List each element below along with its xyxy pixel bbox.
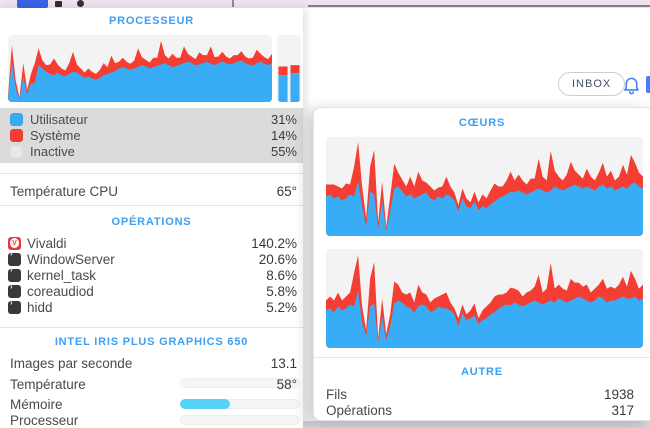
process-cpu: 5.2% — [266, 300, 297, 316]
legend-row-user[interactable]: Utilisateur 31% — [0, 112, 303, 127]
operations-title: OPÉRATIONS — [111, 216, 192, 228]
gpu-fps-row[interactable]: Images par seconde 13.1 — [0, 353, 303, 373]
window-top-border — [308, 5, 650, 7]
exec-terminal-icon — [8, 299, 21, 315]
gpu-temperature-bar — [180, 378, 300, 388]
user-color-swatch — [10, 113, 23, 126]
cores-panel-title: CŒURS — [458, 117, 506, 129]
gpu-processor-label: Processeur — [10, 412, 79, 428]
idle-color-swatch — [10, 145, 23, 158]
threads-label: Fils — [326, 386, 347, 402]
cores-panel: CŒURS AUTRE Fils 1938 Opérations 317 — [313, 107, 650, 421]
other-title: AUTRE — [461, 366, 503, 378]
legend-label: Système — [30, 128, 81, 143]
legend-label: Inactive — [30, 144, 75, 159]
core2-history-graph — [326, 249, 643, 348]
legend-label: Utilisateur — [30, 112, 88, 127]
gpu-title: INTEL IRIS PLUS GRAPHICS 650 — [54, 336, 249, 348]
core1-history-graph — [326, 137, 643, 236]
threads-row[interactable]: Fils 1938 — [314, 386, 650, 402]
cpu-history-graph[interactable] — [8, 35, 272, 102]
other-stats: Fils 1938 Opérations 317 — [314, 386, 650, 418]
webpage-footer-strip — [303, 421, 650, 428]
divider — [314, 357, 650, 358]
cpu-core-bars-graph[interactable] — [277, 35, 301, 102]
cut-off-icon — [646, 76, 650, 93]
threads-value: 1938 — [603, 386, 634, 402]
process-name: kernel_task — [27, 267, 97, 283]
browser-tab-divider — [232, 0, 234, 7]
gpu-memory-label: Mémoire — [10, 396, 63, 412]
legend-row-system[interactable]: Système 14% — [0, 128, 303, 143]
process-row-windowserver[interactable]: WindowServer 20.6% — [0, 250, 303, 267]
browser-avatar-sliver — [77, 0, 84, 7]
operations-count-row[interactable]: Opérations 317 — [314, 402, 650, 418]
legend-value: 31% — [270, 112, 297, 127]
process-row-kernel-task[interactable]: kernel_task 8.6% — [0, 266, 303, 283]
process-list: Vivaldi 140.2% WindowServer 20.6% kernel… — [0, 235, 303, 316]
process-cpu: 140.2% — [251, 235, 297, 251]
background-browser-strip — [0, 0, 650, 8]
gpu-memory-row[interactable]: Mémoire — [0, 396, 303, 412]
legend-row-idle[interactable]: Inactive 55% — [0, 144, 303, 159]
operations-count-label: Opérations — [326, 402, 393, 418]
system-color-swatch — [10, 129, 23, 142]
process-row-hidd[interactable]: hidd 5.2% — [0, 299, 303, 316]
notification-bell-icon[interactable] — [621, 74, 642, 95]
process-row-coreaudiod[interactable]: coreaudiod 5.8% — [0, 283, 303, 300]
exec-terminal-icon — [8, 250, 21, 266]
process-name: Vivaldi — [27, 235, 67, 251]
inbox-button[interactable]: INBOX — [558, 72, 626, 96]
divider — [0, 173, 303, 174]
cpu-temperature-label: Température CPU — [10, 183, 119, 199]
process-cpu: 20.6% — [258, 251, 297, 267]
exec-terminal-icon — [8, 283, 21, 299]
gpu-processor-row[interactable]: Processeur — [0, 412, 303, 428]
process-name: coreaudiod — [27, 284, 94, 300]
browser-favicon-sliver — [55, 1, 62, 7]
gpu-temperature-label: Température — [10, 376, 86, 392]
cpu-panel: PROCESSEUR Utilisateur 31% Système 14% I… — [0, 8, 303, 428]
vivaldi-app-icon — [8, 236, 21, 250]
cpu-temperature-value: 65° — [276, 183, 297, 199]
gpu-temperature-row[interactable]: Température 58° — [0, 376, 303, 392]
gpu-memory-bar — [180, 399, 300, 409]
process-cpu: 8.6% — [266, 267, 297, 283]
process-cpu: 5.8% — [266, 284, 297, 300]
gpu-processor-bar — [180, 415, 300, 425]
legend-value: 55% — [270, 144, 297, 159]
gpu-temperature-value: 58° — [276, 376, 297, 392]
divider — [0, 327, 303, 328]
divider — [0, 205, 303, 206]
process-name: hidd — [27, 300, 53, 316]
gpu-fps-value: 13.1 — [270, 355, 297, 371]
gpu-memory-bar-fill — [180, 399, 231, 409]
gpu-fps-label: Images par seconde — [10, 355, 133, 371]
cpu-legend[interactable]: Utilisateur 31% Système 14% Inactive 55% — [0, 108, 303, 163]
legend-value: 14% — [270, 128, 297, 143]
cpu-panel-title: PROCESSEUR — [108, 15, 195, 27]
process-row-vivaldi[interactable]: Vivaldi 140.2% — [0, 235, 303, 251]
exec-terminal-icon — [8, 266, 21, 282]
operations-count-value: 317 — [611, 402, 634, 418]
cpu-temperature-row[interactable]: Température CPU 65° — [0, 178, 303, 204]
browser-active-tab-sliver — [17, 0, 48, 8]
process-name: WindowServer — [27, 251, 115, 267]
